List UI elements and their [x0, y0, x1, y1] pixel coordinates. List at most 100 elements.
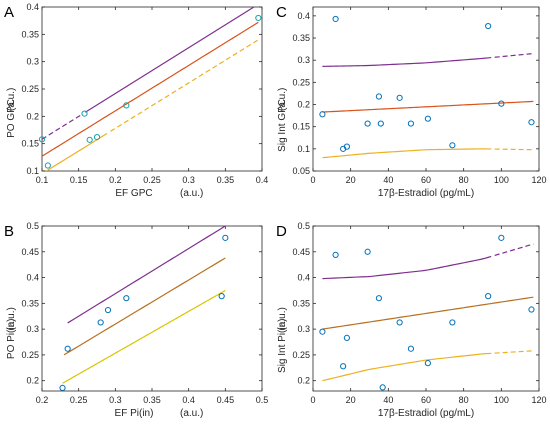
panel-d-letter: D — [276, 223, 287, 240]
panel-b-ytick-label: 0.5 — [26, 221, 39, 231]
panel-a-data-point — [255, 14, 262, 22]
panel-d-lower-line-dashed — [494, 350, 534, 354]
panel-d-data-point — [332, 251, 339, 258]
panel-d-ytick-label: 0.45 — [292, 247, 310, 257]
panel-c-data-point — [424, 115, 431, 122]
panel-a-xtick-label: 0.3 — [182, 175, 195, 185]
panel-d-data-point — [485, 293, 492, 300]
panel-a-upper-line — [84, 7, 256, 113]
panel-d-xtick-label: 40 — [383, 395, 393, 405]
panel-c-ylabel: Sig Int GPC — [277, 99, 288, 152]
panel-c-lower-line — [322, 148, 492, 159]
panel-a-xtick-label: 0.15 — [70, 175, 88, 185]
panel-d-data-point — [424, 360, 431, 367]
panel-c-xtick-label: 20 — [346, 175, 356, 185]
panel-a-ytick-label: 0.15 — [21, 139, 39, 149]
panel-b-ytick-label: 0.25 — [21, 350, 39, 360]
panel-d-ylabel: Sig Int Pi(in) — [277, 319, 288, 373]
panel-d-ytick-label: 0.3 — [297, 324, 310, 334]
panel-b-upper-line — [67, 226, 226, 324]
panel-d-xtick-label: 120 — [531, 395, 546, 405]
panel-c-xtick-label: 100 — [494, 175, 509, 185]
panel-a-data-point — [38, 136, 46, 143]
panel-c-data-point — [449, 142, 456, 149]
panel-c-ytick-label: 0.4 — [297, 11, 310, 21]
panel-d-xtick-label: 60 — [421, 395, 431, 405]
panel-c-upper-line — [322, 56, 492, 67]
panel-d-data-point — [319, 328, 326, 335]
panel-b-xtick-label: 0.45 — [217, 395, 235, 405]
panel-a-yunit: (a.u.) — [6, 88, 17, 111]
panel-d-ytick-label: 0.2 — [297, 376, 310, 386]
panel-a-letter: A — [4, 4, 14, 21]
panel-b-xlabel: EF Pi(in) — [115, 408, 154, 419]
panel-d-xtick-label: 0 — [310, 395, 315, 405]
panel-d-data-point — [375, 295, 383, 302]
panel-b-ytick-label: 0.4 — [26, 273, 39, 283]
panel-a-ytick-label: 0.3 — [26, 57, 39, 67]
panel-c-ytick-label: 0.15 — [292, 122, 310, 132]
panel-a-xunit: (a.u.) — [180, 188, 203, 199]
panel-b-ytick-label: 0.2 — [26, 376, 39, 386]
panel-a-xlabel: EF GPC — [115, 188, 152, 199]
panel-b-xtick-label: 0.3 — [109, 395, 122, 405]
panel-d-ytick-label: 0.4 — [297, 273, 310, 283]
panel-a: A 0.1 0.15 0.2 0.25 0.3 0.35 0.4 0.1 0.15 0.2 0.25 0… — [4, 2, 268, 199]
panel-c-data-point — [377, 120, 384, 127]
panel-d-xtick-label: 80 — [459, 395, 469, 405]
panel-a-xtick-label: 0.4 — [256, 175, 269, 185]
panel-d-data-point — [379, 384, 386, 391]
panel-d-data-point — [528, 306, 535, 313]
panel-c-xtick-label: 40 — [383, 175, 393, 185]
panel-b-ytick-label: 0.3 — [26, 324, 39, 334]
panel-c-data-point — [364, 120, 371, 127]
panel-b: B 0.2 0.25 0.3 0.35 0.4 0.45 0.5 0.2 0.25 0.3 0.35 0… — [4, 221, 268, 419]
panel-a-xtick-label: 0.35 — [217, 175, 235, 185]
panel-a-ylabel: PO GPC — [6, 99, 17, 138]
panel-c-data-point — [332, 15, 339, 23]
panel-a-data-point — [44, 162, 51, 169]
panel-d-data-point — [449, 319, 456, 326]
panel-a-ytick-label: 0.35 — [21, 29, 39, 39]
panel-d-data-point — [498, 234, 505, 241]
panel-a-fit-line — [42, 21, 259, 157]
panel-b-ytick-label: 0.35 — [21, 298, 39, 308]
panel-c-fit-line — [322, 100, 534, 113]
panel-a-data-point — [86, 136, 93, 143]
panel-a-data-point — [81, 110, 88, 117]
panel-a-lower-line-dashed — [110, 39, 259, 132]
panel-c-yunit: (a.u.) — [277, 88, 288, 111]
panel-b-letter: B — [4, 223, 14, 240]
panel-a-ytick-label: 0.25 — [21, 84, 39, 94]
panel-a-ytick-label: 0.1 — [26, 166, 39, 176]
panel-d-axes-box — [312, 225, 540, 392]
panel-d-data-point — [340, 363, 347, 370]
panel-d-lower-line — [322, 352, 492, 382]
panel-b-xtick-label: 0.35 — [143, 395, 161, 405]
panel-d-ytick-label: 0.25 — [292, 350, 310, 360]
panel-b-ylabel: PO Pi(in) — [6, 319, 17, 360]
panel-d-data-point — [364, 248, 371, 255]
panel-b-ytick-label: 0.45 — [21, 247, 39, 257]
panel-a-data-point — [123, 102, 130, 109]
panel-c-data-point — [407, 120, 415, 127]
panel-b-data-point — [222, 234, 229, 241]
panel-b-data-point — [97, 319, 104, 326]
panel-b-xtick-label: 0.25 — [70, 395, 88, 405]
panel-b-data-point — [59, 384, 66, 392]
panel-d-upper-line-dashed — [494, 243, 534, 256]
panel-c-data-point — [396, 94, 403, 101]
panel-c-xtick-label: 60 — [421, 175, 431, 185]
panel-a-axes-box — [41, 6, 263, 172]
panel-d-fit_brown-line — [322, 296, 534, 330]
panel-c-axes-box — [312, 6, 540, 172]
panel-c-ytick-label: 0.3 — [297, 55, 310, 65]
panel-d-data-point — [343, 334, 350, 341]
panel-c-xtick-label: 0 — [310, 175, 315, 185]
panel-d-ytick-label: 0.35 — [292, 298, 310, 308]
panel-d-ytick-label: 0.5 — [297, 221, 310, 231]
panel-c-data-point — [528, 119, 535, 126]
panel-d-upper-line — [322, 255, 492, 280]
panel-b-data-point — [104, 306, 112, 314]
